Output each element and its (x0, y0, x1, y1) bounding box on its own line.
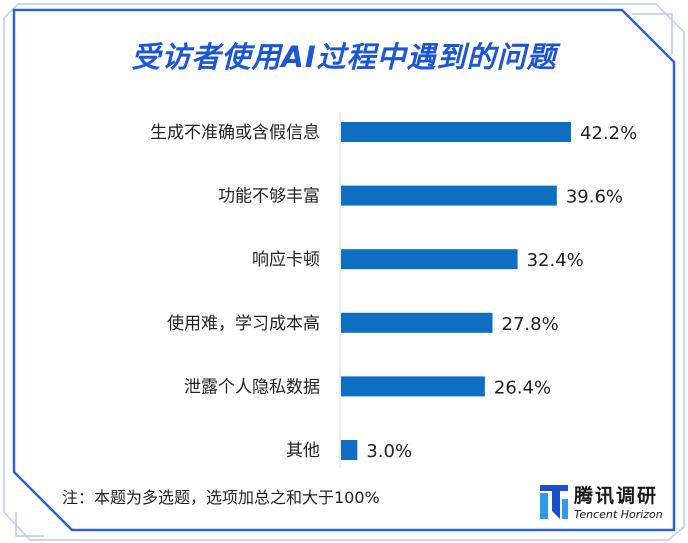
category-label: 功能不够丰富 (218, 187, 320, 207)
value-label: 42.2% (580, 123, 637, 144)
bar (341, 440, 358, 460)
category-label: 使用难，学习成本高 (167, 313, 320, 334)
category-label: 其他 (286, 441, 320, 461)
bar (341, 376, 485, 397)
tencent-horizon-logo: 腾讯调研 Tencent Horizon (538, 481, 678, 525)
bars-group: 生成不准确或含假信息 42.2% 功能不够丰富 39.6% 响应卡顿 32.4% 使用难，学… (150, 122, 637, 462)
logo-mark-icon (540, 485, 568, 519)
value-label: 39.6% (566, 187, 623, 208)
category-label: 生成不准确或含假信息 (150, 123, 320, 143)
value-label: 32.4% (527, 250, 584, 271)
category-label: 响应卡顿 (252, 250, 320, 270)
value-label: 3.0% (366, 441, 412, 462)
bar (341, 312, 493, 333)
chart-title: 受访者使用AI过程中遇到的问题 (131, 40, 557, 74)
bar (341, 122, 571, 142)
footnote: 注：本题为多选题，选项加总之和大于100% (62, 488, 380, 507)
bar (341, 185, 557, 206)
logo-name-cn: 腾讯调研 (574, 485, 659, 507)
value-label: 26.4% (494, 377, 551, 398)
bar (341, 249, 518, 270)
value-label: 27.8% (502, 314, 559, 335)
logo-name-en: Tencent Horizon (574, 508, 663, 521)
category-label: 泄露个人隐私数据 (184, 377, 320, 397)
